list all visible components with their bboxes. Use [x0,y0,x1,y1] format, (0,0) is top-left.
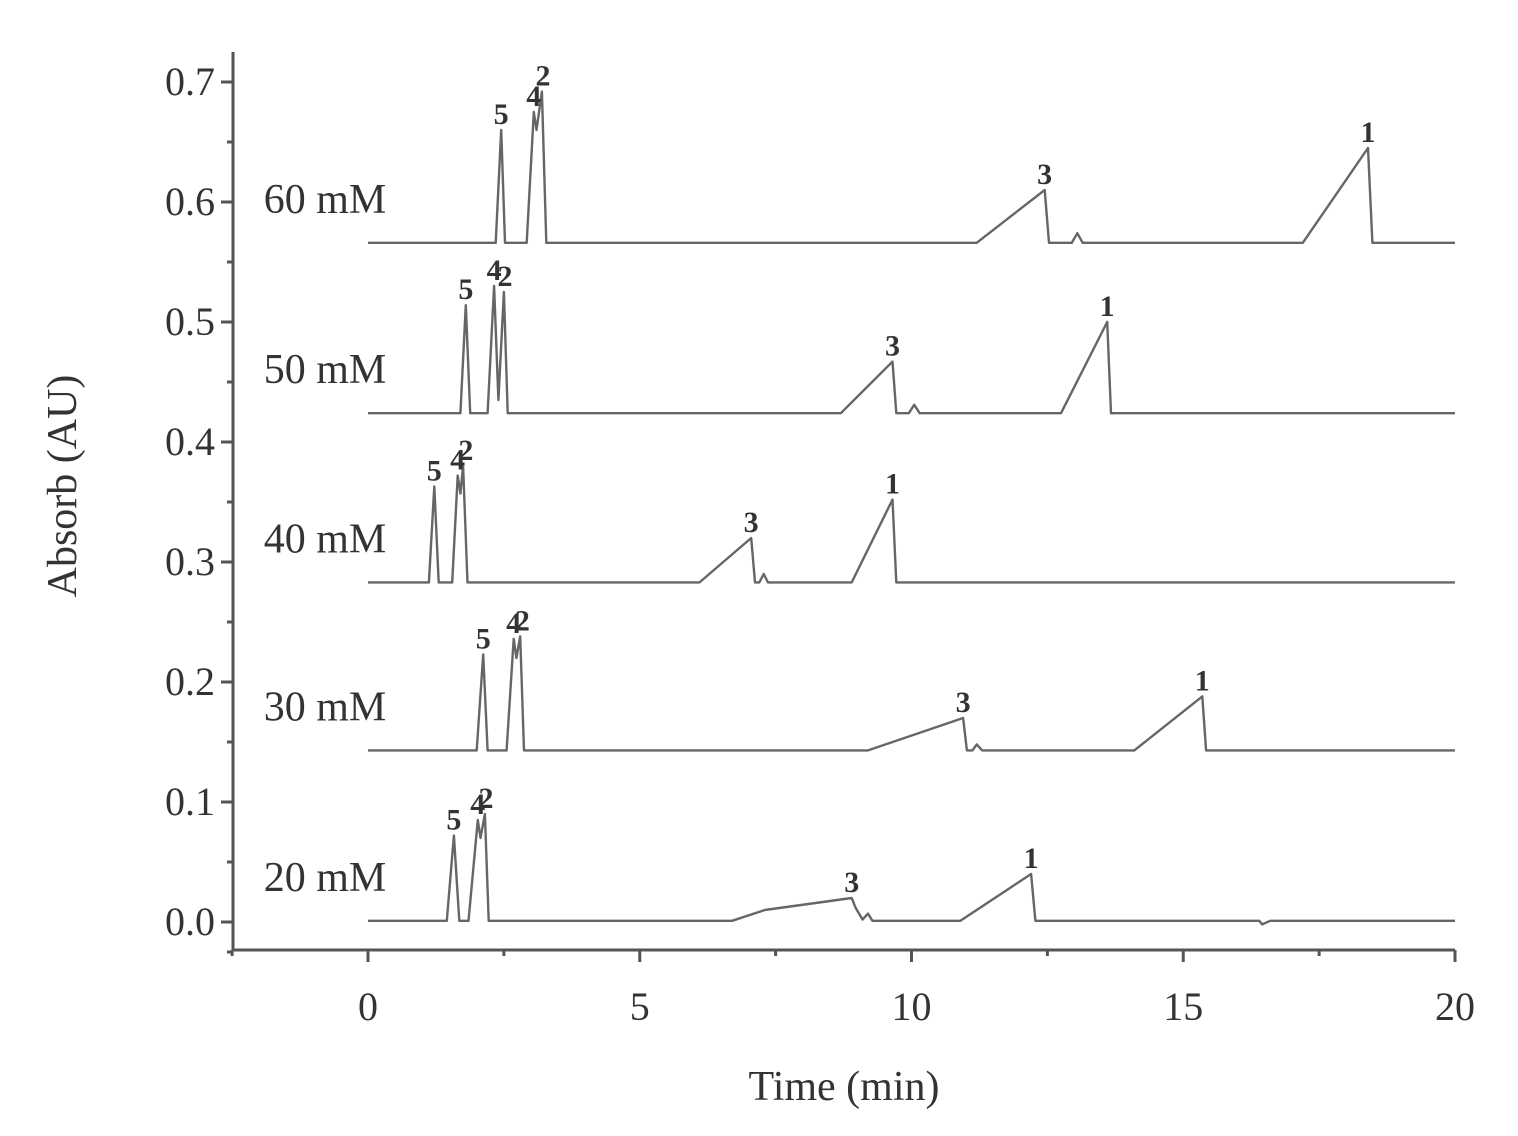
peak-label: 4 [470,788,485,821]
trace-name-label: 60 mM [264,177,387,223]
y-tick-label: 0.0 [165,899,215,944]
trace-name-label: 50 mM [264,347,387,393]
x-axis-title: Time (min) [749,1064,940,1110]
peak-label: 4 [506,607,521,640]
trace-60-mm [368,90,1455,244]
traces [368,90,1455,926]
peak-label: 3 [885,330,900,363]
x-tick-label: 0 [358,984,378,1029]
y-tick-label: 0.1 [165,779,215,824]
peak-label: 3 [956,686,971,719]
x-tick-label: 5 [630,984,650,1029]
peak-label: 1 [885,468,900,501]
peak-label: 2 [478,782,493,815]
trace-name-label: 20 mM [264,855,387,901]
trace-50-mm [368,284,1455,415]
trace-20-mm [368,812,1455,926]
peak-label: 2 [536,60,551,93]
trace-40-mm [368,464,1455,584]
y-tick-label: 0.5 [165,299,215,344]
y-tick-label: 0.3 [165,539,215,584]
x-tick-label: 10 [892,984,932,1029]
peak-label: 4 [526,80,541,113]
peak-label: 5 [494,98,509,131]
peak-label: 1 [1100,290,1115,323]
trace-30-mm [368,635,1455,752]
peak-label: 3 [1037,158,1052,191]
peak-label: 2 [497,260,512,293]
peak-label: 5 [446,804,461,837]
y-tick-label: 0.2 [165,659,215,704]
x-ticks: 0 5 10 15 20 [230,950,1475,1029]
peak-label: 1 [1024,842,1039,875]
y-tick-label: 0.7 [165,59,215,104]
peak-label: 5 [458,273,473,306]
trace-name-label: 30 mM [264,684,387,730]
peak-label: 5 [427,454,442,487]
x-tick-label: 20 [1435,984,1475,1029]
y-ticks: 0.0 0.1 0.2 0.3 0.4 0.5 0.6 0.7 [165,59,233,954]
peak-label: 3 [744,506,759,539]
y-tick-label: 0.4 [165,419,215,464]
peak-label: 4 [450,444,465,477]
peak-label: 3 [844,866,859,899]
peak-label: 2 [458,434,473,467]
peak-label: 5 [476,622,491,655]
y-tick-label: 0.6 [165,179,215,224]
peak-label: 4 [487,254,502,287]
peak-label: 2 [515,604,530,637]
peak-label: 1 [1361,116,1376,149]
trace-name-label: 40 mM [264,516,387,562]
peak-label: 1 [1195,664,1210,697]
x-tick-label: 15 [1163,984,1203,1029]
y-axis-title: Absorb (AU) [40,375,86,598]
